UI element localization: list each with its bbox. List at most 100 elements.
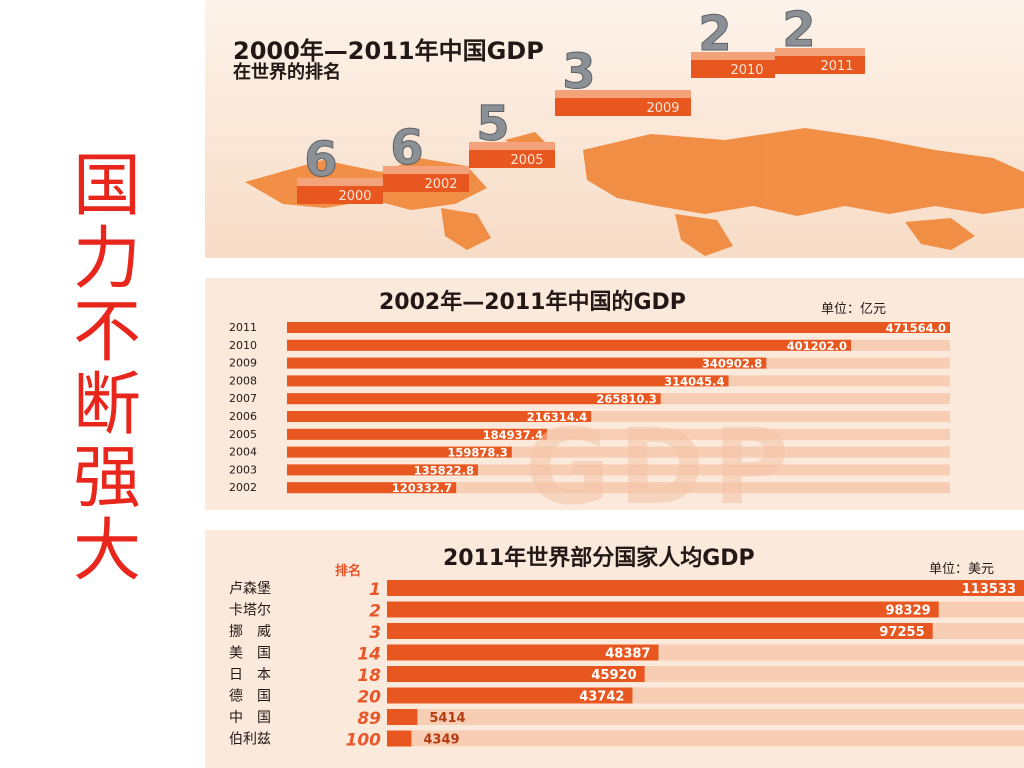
side-title-char: 国 <box>72 147 141 226</box>
rank-step-number: 6 <box>390 120 423 176</box>
gdp-bar <box>287 322 950 333</box>
side-title-char: 不 <box>72 293 141 372</box>
rank-step-top <box>383 166 469 174</box>
rank-step-year: 2011 <box>820 59 853 74</box>
country-label: 挪 威 <box>229 624 271 640</box>
per-capita-bar <box>387 644 659 661</box>
per-capita-value-label: 98329 <box>885 604 930 619</box>
gdp-year-label: 2009 <box>229 357 257 370</box>
per-capita-value-label: 43742 <box>579 690 624 705</box>
side-title-char: 力 <box>72 220 141 299</box>
rank-step-block <box>555 98 691 116</box>
country-label: 德 国 <box>229 689 271 705</box>
per-capita-bar <box>387 687 633 704</box>
side-title-char: 强 <box>72 439 141 518</box>
country-label: 日 本 <box>229 667 271 683</box>
country-rank: 3 <box>369 623 381 643</box>
gdp-bar-track <box>287 446 950 458</box>
ranking-subtitle: 在世界的排名 <box>233 62 341 83</box>
gdp-bar <box>287 428 548 440</box>
gdp-bar <box>287 375 729 387</box>
rank-step-top <box>469 142 555 150</box>
side-title-char: 断 <box>72 366 141 445</box>
gdp-chart-unit: 单位：亿元 <box>821 302 887 317</box>
gdp-bar <box>287 446 512 458</box>
gdp-bar <box>287 482 457 494</box>
rank-step-year: 2002 <box>424 177 457 192</box>
gdp-bar <box>287 357 767 369</box>
gdp-chart-title: 2002年—2011年中国的GDP <box>379 290 686 315</box>
rank-step-block <box>469 150 555 168</box>
per-capita-bar-track <box>387 730 1024 747</box>
country-label: 美 国 <box>229 646 271 662</box>
country-label: 卢森堡 <box>229 581 271 597</box>
gdp-year-label: 2008 <box>229 374 257 387</box>
per-capita-bar <box>387 666 645 682</box>
per-capita-value-label: 4349 <box>423 733 459 748</box>
per-capita-gdp-chart: 2011年世界部分国家人均GDP 排名 单位：美元 卢森堡 1 113533 卡塔尔 2… <box>205 530 1024 768</box>
rank-column-header: 排名 <box>335 564 362 579</box>
country-rank: 18 <box>357 666 381 686</box>
country-label: 中 国 <box>229 710 271 726</box>
gdp-value-label: 471564.0 <box>886 321 946 335</box>
gdp-bar-track <box>287 464 950 476</box>
per-capita-value-label: 97255 <box>879 625 924 640</box>
rank-step-number: 6 <box>304 132 337 188</box>
gdp-value-label: 120332.7 <box>392 481 452 495</box>
ranking-title: 2000年—2011年中国GDP <box>233 37 544 65</box>
gdp-value-label: 159878.3 <box>447 446 507 460</box>
country-rank: 20 <box>357 688 381 708</box>
ranking-infographic: 2000 6 2002 6 2005 5 2009 3 2010 2 2011 2 2000年—201… <box>205 0 1024 258</box>
per-capita-bar <box>387 623 933 639</box>
per-capita-bar-track <box>387 709 1024 725</box>
rank-step-number: 2 <box>698 6 731 62</box>
gdp-bar-track <box>287 411 950 422</box>
rank-step-block <box>297 186 383 204</box>
gdp-bar <box>287 339 852 351</box>
per-capita-value-label: 45920 <box>591 668 636 683</box>
per-capita-chart-unit: 单位：美元 <box>929 562 995 577</box>
rank-step-number: 3 <box>562 44 595 100</box>
per-capita-bar <box>387 580 1024 596</box>
gdp-value-label: 401202.0 <box>787 339 847 353</box>
country-rank: 1 <box>369 580 381 600</box>
gdp-value-label: 135822.8 <box>414 463 474 477</box>
country-rank: 100 <box>346 731 382 751</box>
country-label: 卡塔尔 <box>229 603 271 619</box>
gdp-value-label: 340902.8 <box>702 357 762 371</box>
gdp-bar <box>287 393 661 405</box>
per-capita-bar <box>387 601 939 618</box>
rank-step-number: 2 <box>782 2 815 58</box>
rank-step-block <box>383 174 469 192</box>
gdp-bar-track <box>287 428 950 440</box>
rank-step-block <box>775 56 865 74</box>
rank-step-number: 5 <box>476 96 509 152</box>
gdp-year-label: 2006 <box>229 410 257 423</box>
per-capita-bar <box>387 709 418 725</box>
per-capita-bars: 卢森堡 1 113533 卡塔尔 2 98329 挪 威 3 97255 美 国 14 48387 日 … <box>229 580 1024 751</box>
country-rank: 2 <box>369 602 381 622</box>
side-title: 国 力 不 断 强 大 <box>62 150 152 588</box>
side-title-char: 大 <box>72 512 141 591</box>
gdp-bar-track <box>287 482 950 494</box>
rank-step-block <box>691 60 775 78</box>
gdp-year-label: 2010 <box>229 339 257 352</box>
country-rank: 14 <box>357 645 381 665</box>
per-capita-chart-title: 2011年世界部分国家人均GDP <box>443 546 755 571</box>
gdp-year-label: 2007 <box>229 392 257 405</box>
gdp-year-label: 2003 <box>229 463 257 476</box>
gdp-bars: 2011 471564.0 2010 401202.0 2009 340902.8 2008… <box>229 321 950 495</box>
gdp-bar <box>287 464 478 476</box>
rank-step-year: 2009 <box>646 101 679 116</box>
rank-step-top <box>297 178 383 186</box>
gdp-year-label: 2005 <box>229 428 257 441</box>
rank-step-top <box>691 52 775 60</box>
gdp-year-label: 2002 <box>229 481 257 494</box>
gdp-value-label: 184937.4 <box>483 428 543 442</box>
rank-step-top <box>555 90 691 98</box>
country-rank: 89 <box>357 709 381 729</box>
rank-step-year: 2000 <box>338 189 371 204</box>
rank-step-year: 2005 <box>510 153 543 168</box>
per-capita-value-label: 48387 <box>605 647 650 662</box>
